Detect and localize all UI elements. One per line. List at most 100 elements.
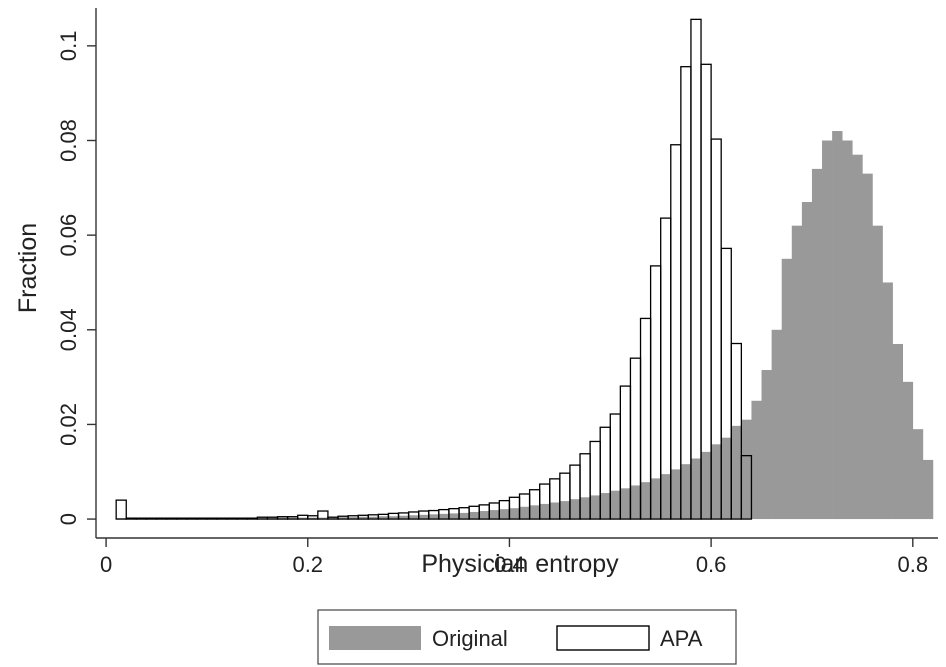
bar-original <box>761 370 772 520</box>
bar-original <box>650 478 661 520</box>
bar-apa <box>730 342 743 520</box>
bar-original <box>317 517 329 520</box>
bar-original <box>338 517 349 520</box>
y-tick-label: 0.06 <box>56 214 81 257</box>
bar-original <box>499 509 510 520</box>
bar-original <box>771 329 782 520</box>
bar-apa <box>740 455 753 520</box>
bar-apa <box>317 510 329 520</box>
bar-original <box>569 499 581 520</box>
bar-original <box>791 225 803 520</box>
bar-original <box>539 503 551 520</box>
x-axis-title: Physician entropy <box>421 550 619 578</box>
bar-original <box>892 343 903 520</box>
bar-original <box>721 437 732 520</box>
bar-apa <box>165 517 178 520</box>
bar-original <box>358 516 369 520</box>
bar-original <box>408 515 419 520</box>
bar-original <box>277 517 288 520</box>
bar-original <box>680 464 692 520</box>
bar-apa <box>690 18 702 520</box>
bar-original <box>489 510 500 520</box>
legend-label-original: Original <box>432 626 508 651</box>
bar-original <box>711 444 722 520</box>
bar-original <box>297 517 309 520</box>
bar-original <box>267 517 278 520</box>
bar-original <box>519 506 530 520</box>
bar-original <box>438 513 450 520</box>
axes <box>95 8 938 539</box>
bar-apa <box>206 517 218 520</box>
bar-original <box>600 493 611 520</box>
y-axis-title: Fraction <box>14 223 42 313</box>
bar-original <box>630 485 641 520</box>
bar-original <box>832 131 843 520</box>
bar-original <box>509 508 520 520</box>
bar-original <box>448 513 460 520</box>
bar-original <box>378 516 389 520</box>
bar-original <box>781 258 793 520</box>
series-apa-bars <box>115 18 753 520</box>
bar-original <box>469 511 480 520</box>
bar-apa <box>670 144 682 520</box>
bar-original <box>872 225 883 520</box>
y-axis-ticks: 0 0.02 0.04 0.06 0.08 0.1 <box>56 31 96 525</box>
y-tick-label: 0.1 <box>56 31 81 62</box>
bar-original <box>640 482 651 520</box>
y-tick-label: 0.08 <box>56 119 81 162</box>
x-tick-label: 0 <box>100 552 112 577</box>
bar-original <box>348 517 359 520</box>
bar-original <box>701 451 712 520</box>
y-tick-label: 0.04 <box>56 308 81 351</box>
bar-original <box>912 429 924 520</box>
y-tick-label: 0.02 <box>56 403 81 446</box>
bar-original <box>549 502 561 520</box>
x-tick-label: 0.6 <box>696 552 727 577</box>
bar-original <box>660 474 672 520</box>
bar-original <box>842 140 853 520</box>
legend-label-apa: APA <box>660 626 703 651</box>
bar-original <box>731 425 742 520</box>
bar-original <box>257 517 268 520</box>
bar-original <box>751 400 762 520</box>
bar-apa <box>145 517 158 520</box>
series-original-bars <box>116 131 934 520</box>
bar-apa <box>155 517 168 520</box>
x-axis-ticks: 0 0.2 0.4 0.6 0.8 <box>100 538 928 577</box>
bar-apa <box>660 217 672 520</box>
bar-original <box>852 154 863 520</box>
bar-original <box>287 517 298 520</box>
legend-swatch-original <box>329 626 421 650</box>
bar-apa <box>186 517 198 520</box>
bar-original <box>327 517 339 520</box>
bar-original <box>388 516 399 520</box>
bar-original <box>882 282 893 520</box>
bar-apa <box>236 517 248 520</box>
bar-original <box>670 469 682 520</box>
x-tick-label: 0.8 <box>897 552 928 577</box>
bar-original <box>559 501 571 520</box>
bar-original <box>811 168 823 520</box>
bar-apa <box>135 517 148 520</box>
bar-original <box>418 514 430 520</box>
bar-original <box>398 515 409 520</box>
bar-apa <box>307 515 319 520</box>
bar-apa <box>115 499 127 520</box>
bar-apa <box>246 517 258 520</box>
bar-apa <box>226 517 238 520</box>
bar-original <box>922 459 934 520</box>
bar-apa <box>196 517 208 520</box>
bar-apa <box>216 517 228 520</box>
bar-original <box>862 173 873 520</box>
bar-original <box>479 511 490 520</box>
bar-apa <box>680 66 692 520</box>
bar-original <box>902 381 914 520</box>
x-tick-label: 0.4 <box>494 552 525 577</box>
bar-original <box>801 202 813 520</box>
legend-swatch-apa <box>556 625 650 651</box>
bar-original <box>307 517 319 520</box>
bar-original <box>580 497 591 520</box>
bar-original <box>529 505 540 520</box>
bar-apa <box>297 514 309 520</box>
